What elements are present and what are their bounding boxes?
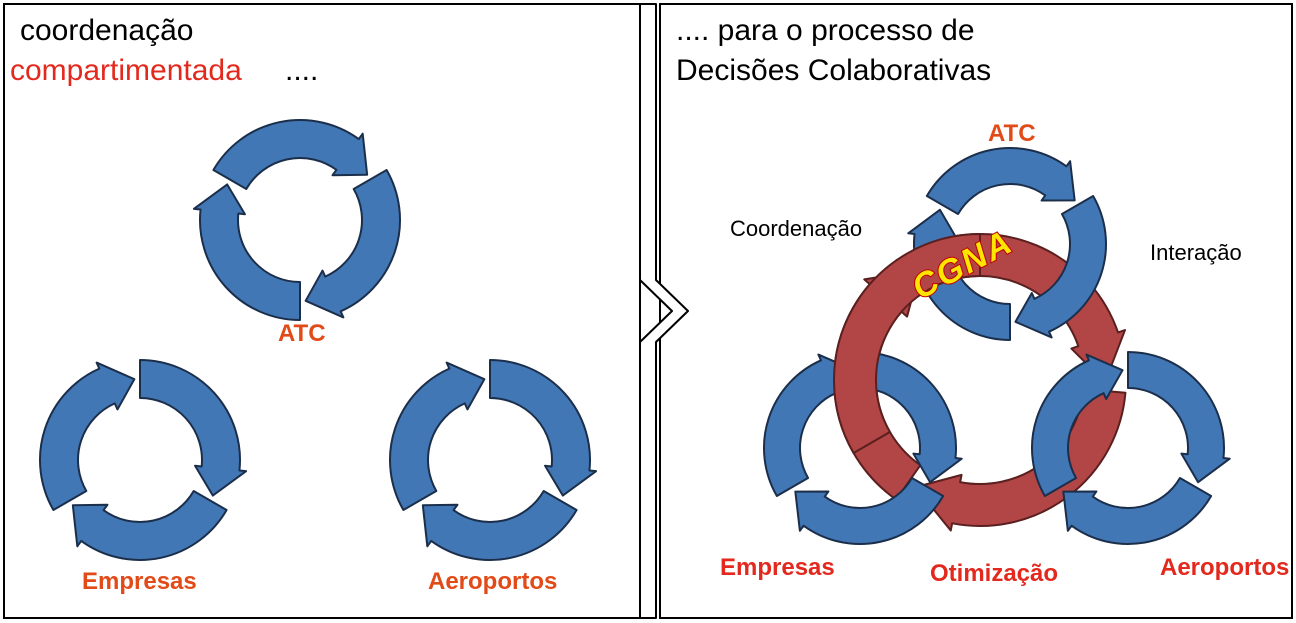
- right-title-line: .... para o processo de: [676, 14, 975, 48]
- left-node-label: Aeroportos: [428, 568, 557, 596]
- right-node-label: Empresas: [720, 554, 835, 582]
- right-node-label: ATC: [988, 120, 1036, 148]
- left-node-label: ATC: [278, 320, 326, 348]
- right-node-label: Interação: [1150, 240, 1242, 266]
- diagram-svg: CGNA: [0, 0, 1296, 623]
- right-node-label: Coordenação: [730, 216, 862, 242]
- diagram-stage: CGNA coordenação compartimentada.... .... …: [0, 0, 1296, 623]
- right-ring-aeroportos: [1032, 352, 1230, 544]
- right-node-label: Aeroportos: [1160, 554, 1289, 582]
- right-node-label: Otimização: [930, 560, 1058, 588]
- left-title-line: compartimentada: [10, 54, 242, 88]
- left-ring-atc: [194, 120, 400, 320]
- divider-chevron: [640, 4, 688, 618]
- left-title-line: coordenação: [20, 14, 193, 48]
- left-ring-empresas: [40, 360, 246, 560]
- left-ring-aeroportos: [390, 360, 596, 560]
- left-node-label: Empresas: [82, 568, 197, 596]
- left-title-line: ....: [285, 54, 318, 88]
- right-title-line: Decisões Colaborativas: [676, 54, 991, 88]
